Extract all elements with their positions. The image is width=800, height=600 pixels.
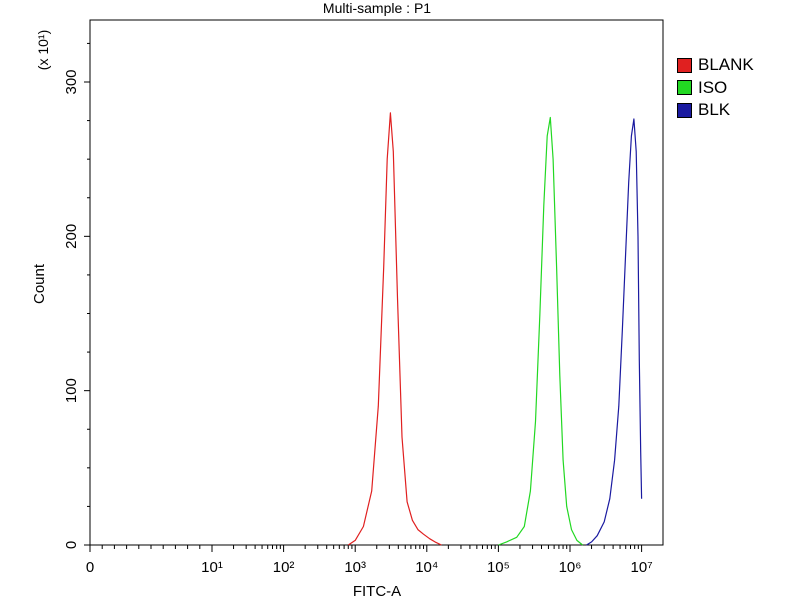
legend-label: BLK [698, 100, 731, 120]
series-line-iso [498, 116, 583, 546]
legend-label: ISO [698, 77, 728, 97]
series-line-blk [586, 118, 643, 546]
legend-item-blk: BLK [677, 99, 754, 122]
y-tick-label: 100 [63, 378, 80, 403]
legend-swatch [677, 57, 692, 73]
x-tick-label: 10⁴ [415, 559, 438, 576]
x-tick-label: 10² [273, 559, 295, 576]
legend-swatch [677, 102, 692, 118]
x-tick-label: 10³ [344, 559, 366, 576]
x-tick-label: 10⁷ [631, 559, 653, 576]
y-tick-label: 300 [63, 69, 80, 94]
legend-label: BLANK [698, 55, 754, 75]
legend: BLANK ISO BLK [677, 54, 754, 122]
x-tick-label: 10⁶ [559, 559, 582, 576]
x-tick-label: 10⁵ [487, 559, 510, 576]
y-axis-label: Count [31, 263, 48, 304]
x-axis-label: FITC-A [353, 583, 401, 600]
legend-swatch [677, 80, 692, 96]
series-line-blank [347, 112, 442, 546]
x-tick-label: 0 [86, 559, 94, 576]
legend-item-iso: ISO [677, 77, 754, 100]
x-tick-label: 10¹ [201, 559, 223, 576]
plot-frame [89, 19, 664, 546]
legend-item-blank: BLANK [677, 54, 754, 77]
chart-title: Multi-sample : P1 [323, 0, 431, 16]
y-tick-label: 0 [63, 541, 80, 549]
y-tick-label: 200 [63, 224, 80, 249]
y-multiplier-label: (x 10¹) [35, 30, 51, 70]
